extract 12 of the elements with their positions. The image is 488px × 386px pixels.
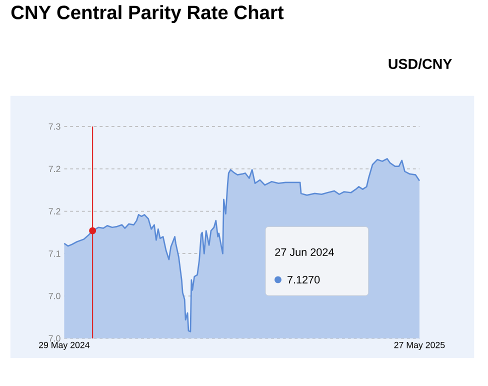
y-tick-label: 7.2	[48, 208, 60, 215]
annotation: 7.1270	[288, 276, 320, 284]
x-tick-label: 29 May 2024	[39, 342, 90, 350]
y-tick-label: 7.0	[48, 293, 60, 300]
y-tick-label: 7.3	[48, 124, 60, 130]
y-tick-label: 7.0	[48, 335, 60, 342]
chart-title: CNY Central Parity Rate Chart	[11, 5, 284, 24]
y-tick-label: 7.1	[48, 250, 60, 257]
annotation: 27 Jun 2024	[275, 248, 334, 256]
y-tick-label: 7.2	[48, 166, 60, 172]
x-tick-label: 27 May 2025	[394, 342, 445, 350]
chart-subtitle: USD/CNY	[388, 58, 452, 70]
